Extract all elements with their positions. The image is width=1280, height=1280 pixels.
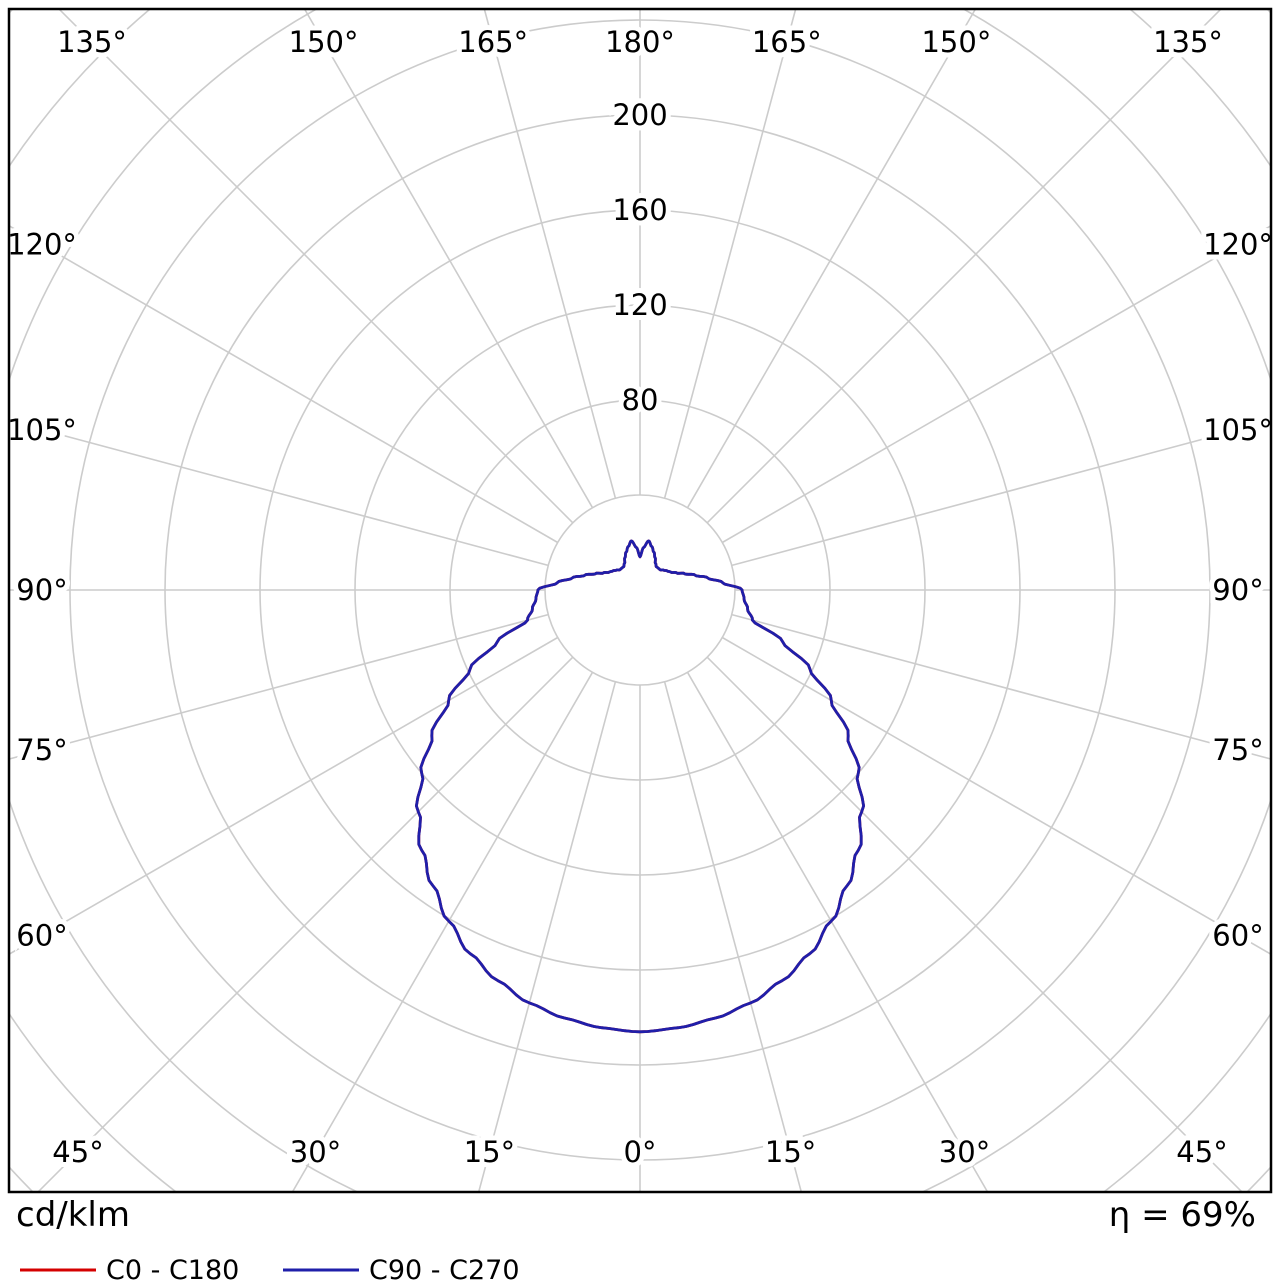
legend: C0 - C180 C90 - C270	[20, 1255, 520, 1280]
units-label: cd/klm	[16, 1195, 130, 1235]
angle-tick-label: 90°	[1212, 573, 1263, 607]
radial-tick-label: 160	[612, 193, 667, 227]
grid-spoke	[721, 636, 1270, 955]
grid-spoke	[304, 10, 594, 509]
radial-tick-label: 80	[622, 383, 659, 417]
grid-spoke	[721, 225, 1270, 544]
angle-tick-label: 30°	[290, 1135, 341, 1169]
angle-tick-label: 135°	[57, 25, 127, 59]
angle-tick-label: 105°	[7, 413, 77, 447]
grid-spoke	[731, 613, 1270, 760]
intensity-curves	[415, 539, 865, 1034]
grid-spoke	[706, 656, 1243, 1191]
grid-spoke	[10, 636, 559, 955]
efficiency-label: η = 69%	[1109, 1195, 1256, 1235]
grid-spoke	[58, 10, 574, 524]
angle-tick-label: 165°	[458, 25, 528, 59]
angle-tick-label: 45°	[1176, 1135, 1227, 1169]
angle-tick-label: 75°	[1212, 733, 1263, 767]
plot-border	[7, 7, 1273, 1194]
angle-tick-label: 120°	[7, 228, 77, 262]
grid-spoke	[663, 10, 797, 499]
grid-spoke	[478, 681, 617, 1191]
legend-label-c90: C90 - C270	[369, 1255, 520, 1280]
angle-tick-label: 45°	[52, 1135, 103, 1169]
grid-spoke	[37, 656, 574, 1191]
axis-labels: 0° 15° 15° 30° 30° 45° 45° 60° 60° 75° 75° 90° 90° 10…	[2, 20, 1278, 1174]
angle-tick-label: 15°	[464, 1135, 515, 1169]
angle-tick-label: 30°	[939, 1135, 990, 1169]
grid-spoke	[10, 613, 549, 760]
angle-tick-label: 135°	[1153, 25, 1223, 59]
grid-spoke	[731, 420, 1270, 567]
angle-tick-label: 15°	[765, 1135, 816, 1169]
angle-tick-label: 150°	[289, 25, 359, 59]
angle-tick-label: 60°	[16, 918, 67, 952]
legend-label-c0: C0 - C180	[106, 1255, 239, 1280]
angle-tick-label: 75°	[16, 733, 67, 767]
grid-spoke	[686, 10, 976, 509]
grid-spoke	[10, 420, 549, 567]
angle-tick-label: 60°	[1212, 918, 1263, 952]
grid-spoke	[706, 10, 1222, 524]
grid-spoke	[686, 671, 988, 1191]
angle-tick-label: 150°	[921, 25, 991, 59]
angle-tick-label: 120°	[1203, 228, 1273, 262]
angle-tick-label: 90°	[16, 573, 67, 607]
radial-tick-label: 200	[612, 98, 667, 132]
radial-tick-label: 120	[612, 288, 667, 322]
angle-tick-label: 105°	[1203, 413, 1273, 447]
grid-spoke	[292, 671, 594, 1191]
grid-circle	[544, 494, 736, 686]
grid-spoke	[10, 225, 559, 544]
series-curve-1	[415, 539, 865, 1034]
grid-spoke	[483, 10, 617, 499]
angle-tick-label: 165°	[752, 25, 822, 59]
angle-tick-label: 180°	[605, 25, 675, 59]
grid-spoke	[663, 681, 802, 1191]
angle-tick-label: 0°	[624, 1135, 657, 1169]
